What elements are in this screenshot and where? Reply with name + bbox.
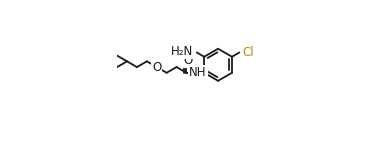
Text: NH: NH [189,66,207,79]
Text: O: O [184,54,193,67]
Text: H₂N: H₂N [171,45,193,58]
Text: Cl: Cl [242,46,254,59]
Text: O: O [152,61,161,74]
